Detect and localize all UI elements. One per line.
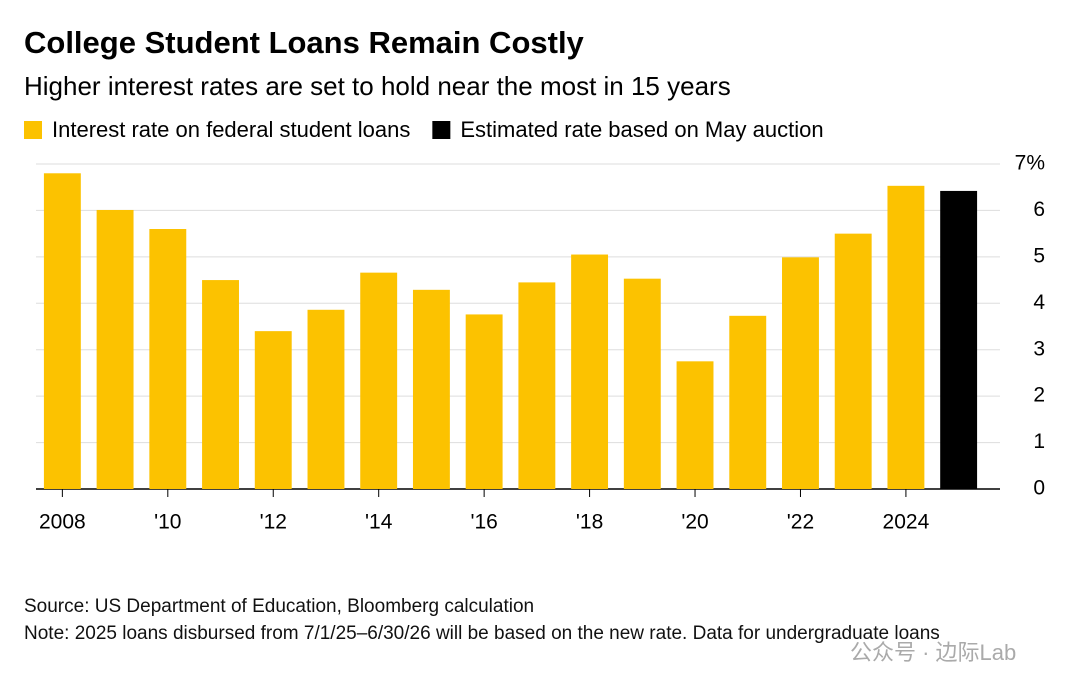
bar <box>518 282 556 489</box>
y-tick-label: 4 <box>1033 291 1045 314</box>
x-tick-label: '18 <box>576 511 603 534</box>
bar <box>940 190 978 489</box>
y-tick-label: 7% <box>1015 152 1045 175</box>
bar <box>465 314 503 489</box>
y-tick-label: 0 <box>1033 477 1045 500</box>
bar <box>571 254 609 489</box>
bar <box>412 289 450 489</box>
bar <box>887 185 925 490</box>
y-tick-label: 1 <box>1033 430 1045 453</box>
bar <box>360 272 398 489</box>
bar <box>254 331 292 489</box>
bar <box>676 361 714 489</box>
bar <box>834 233 872 489</box>
bar <box>43 173 81 490</box>
chart-subtitle: Higher interest rates are set to hold ne… <box>24 71 731 101</box>
bar <box>202 280 239 489</box>
x-tick-label: '12 <box>260 511 287 534</box>
y-tick-label: 5 <box>1033 244 1045 267</box>
legend-swatch <box>432 121 451 139</box>
legend-swatch <box>24 121 42 139</box>
bar <box>782 257 819 489</box>
bar <box>623 278 661 489</box>
bar <box>729 315 767 489</box>
x-tick-label: 2024 <box>883 511 930 534</box>
bar <box>96 209 134 489</box>
legend-label: Estimated rate based on May auction <box>460 117 823 142</box>
legend-label: Interest rate on federal student loans <box>52 117 410 142</box>
x-tick-label: '10 <box>154 511 181 534</box>
x-tick-label: '22 <box>787 511 814 534</box>
note: Note: 2025 loans disbursed from 7/1/25–6… <box>24 623 940 644</box>
bar <box>307 309 345 489</box>
x-tick-label: '20 <box>681 511 708 534</box>
chart-title: College Student Loans Remain Costly <box>24 25 585 60</box>
x-tick-label: '16 <box>470 511 497 534</box>
y-tick-label: 6 <box>1033 198 1045 221</box>
bar <box>149 229 187 489</box>
y-tick-label: 2 <box>1033 384 1045 407</box>
x-tick-label: 2008 <box>39 511 86 534</box>
x-tick-label: '14 <box>365 511 393 534</box>
watermark: 公众号 · 边际Lab <box>850 640 1016 665</box>
y-tick-label: 3 <box>1033 337 1045 360</box>
source: Source: US Department of Education, Bloo… <box>24 596 535 617</box>
